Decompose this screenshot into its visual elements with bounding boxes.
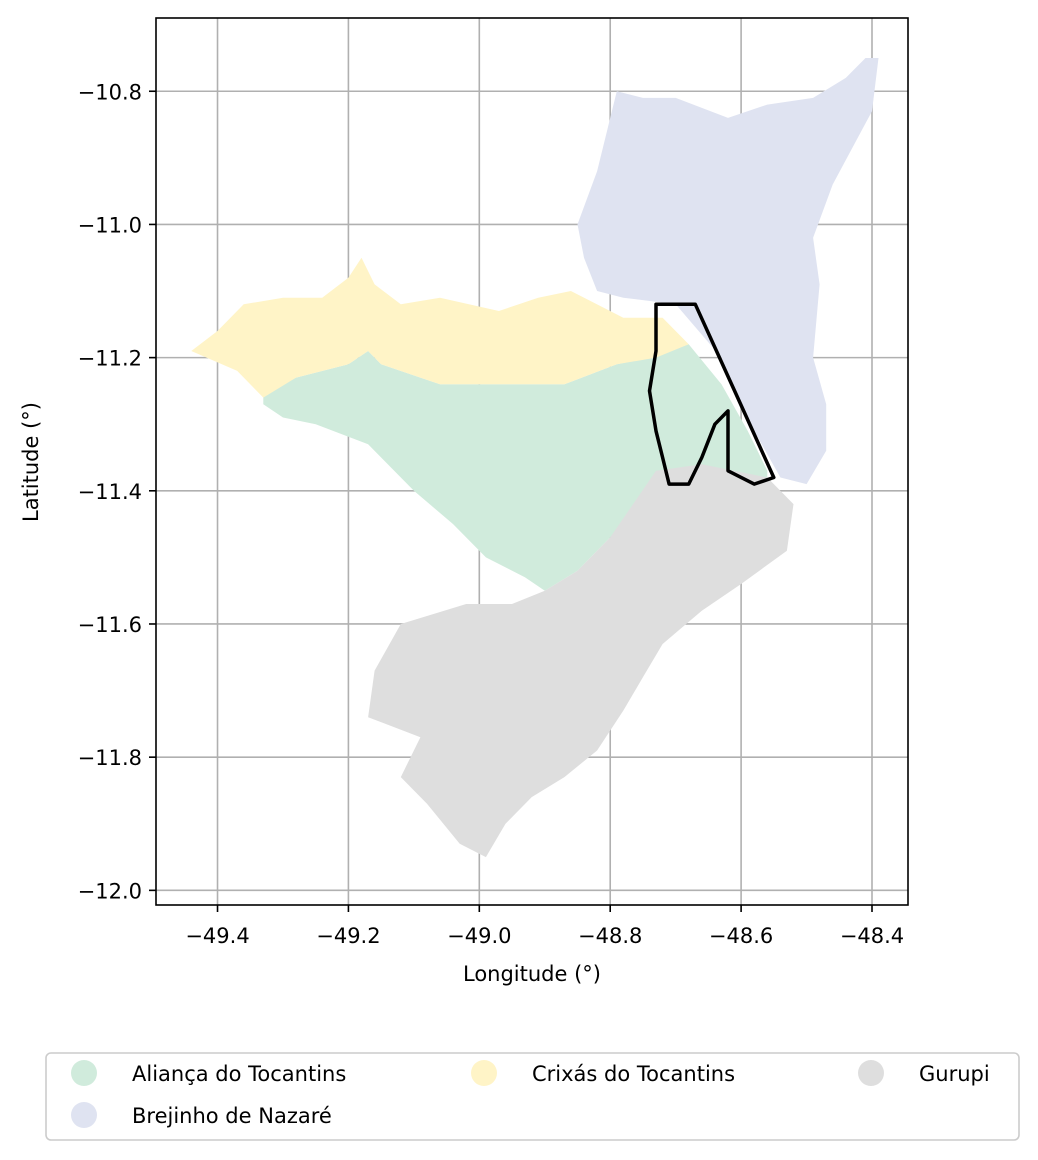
legend: Aliança do Tocantins Brejinho de Nazaré …	[45, 1052, 1020, 1141]
legend-marker-gurupi	[858, 1060, 884, 1086]
legend-label-crixas: Crixás do Tocantins	[532, 1062, 735, 1086]
x-tick-label: −49.2	[316, 924, 380, 948]
x-tick-label: −48.4	[840, 924, 904, 948]
x-tick-label: −49.4	[185, 924, 249, 948]
highlighted-area	[647, 302, 776, 486]
y-tick-label: −11.0	[78, 213, 142, 237]
x-tick-label: −48.8	[578, 924, 642, 948]
regions	[191, 58, 879, 858]
legend-box	[45, 1052, 1020, 1141]
region-brejinho-de-nazare	[577, 58, 879, 485]
x-tick-label: −48.6	[709, 924, 773, 948]
legend-marker-alianca	[71, 1060, 97, 1086]
legend-marker-crixas	[471, 1060, 497, 1086]
x-axis-label: Longitude (°)	[463, 962, 601, 986]
legend-label-brejinho: Brejinho de Nazaré	[132, 1104, 332, 1128]
legend-label-alianca: Aliança do Tocantins	[132, 1062, 346, 1086]
legend-marker-brejinho	[71, 1102, 97, 1128]
y-tick-label: −11.6	[78, 613, 142, 637]
plot-frame	[155, 17, 909, 906]
region-gurupi	[368, 464, 794, 858]
region-crixas-do-tocantins	[191, 257, 689, 398]
legend-label-gurupi: Gurupi	[919, 1062, 990, 1086]
x-tick-label: −49.0	[447, 924, 511, 948]
y-tick-label: −12.0	[78, 879, 142, 903]
y-axis-label: Latitude (°)	[19, 402, 43, 522]
y-tick-label: −11.2	[78, 347, 142, 371]
region-alianca-do-tocantins	[263, 344, 768, 591]
y-axis-ticks: −10.8 −11.0 −11.2 −11.4 −11.6 −11.8 −12.0	[78, 80, 156, 903]
highlight-boundary	[647, 302, 776, 486]
y-tick-label: −11.4	[78, 480, 142, 504]
x-axis-ticks: −49.4 −49.2 −49.0 −48.8 −48.6 −48.4	[185, 905, 904, 948]
y-tick-label: −11.8	[78, 746, 142, 770]
y-tick-label: −10.8	[78, 80, 142, 104]
